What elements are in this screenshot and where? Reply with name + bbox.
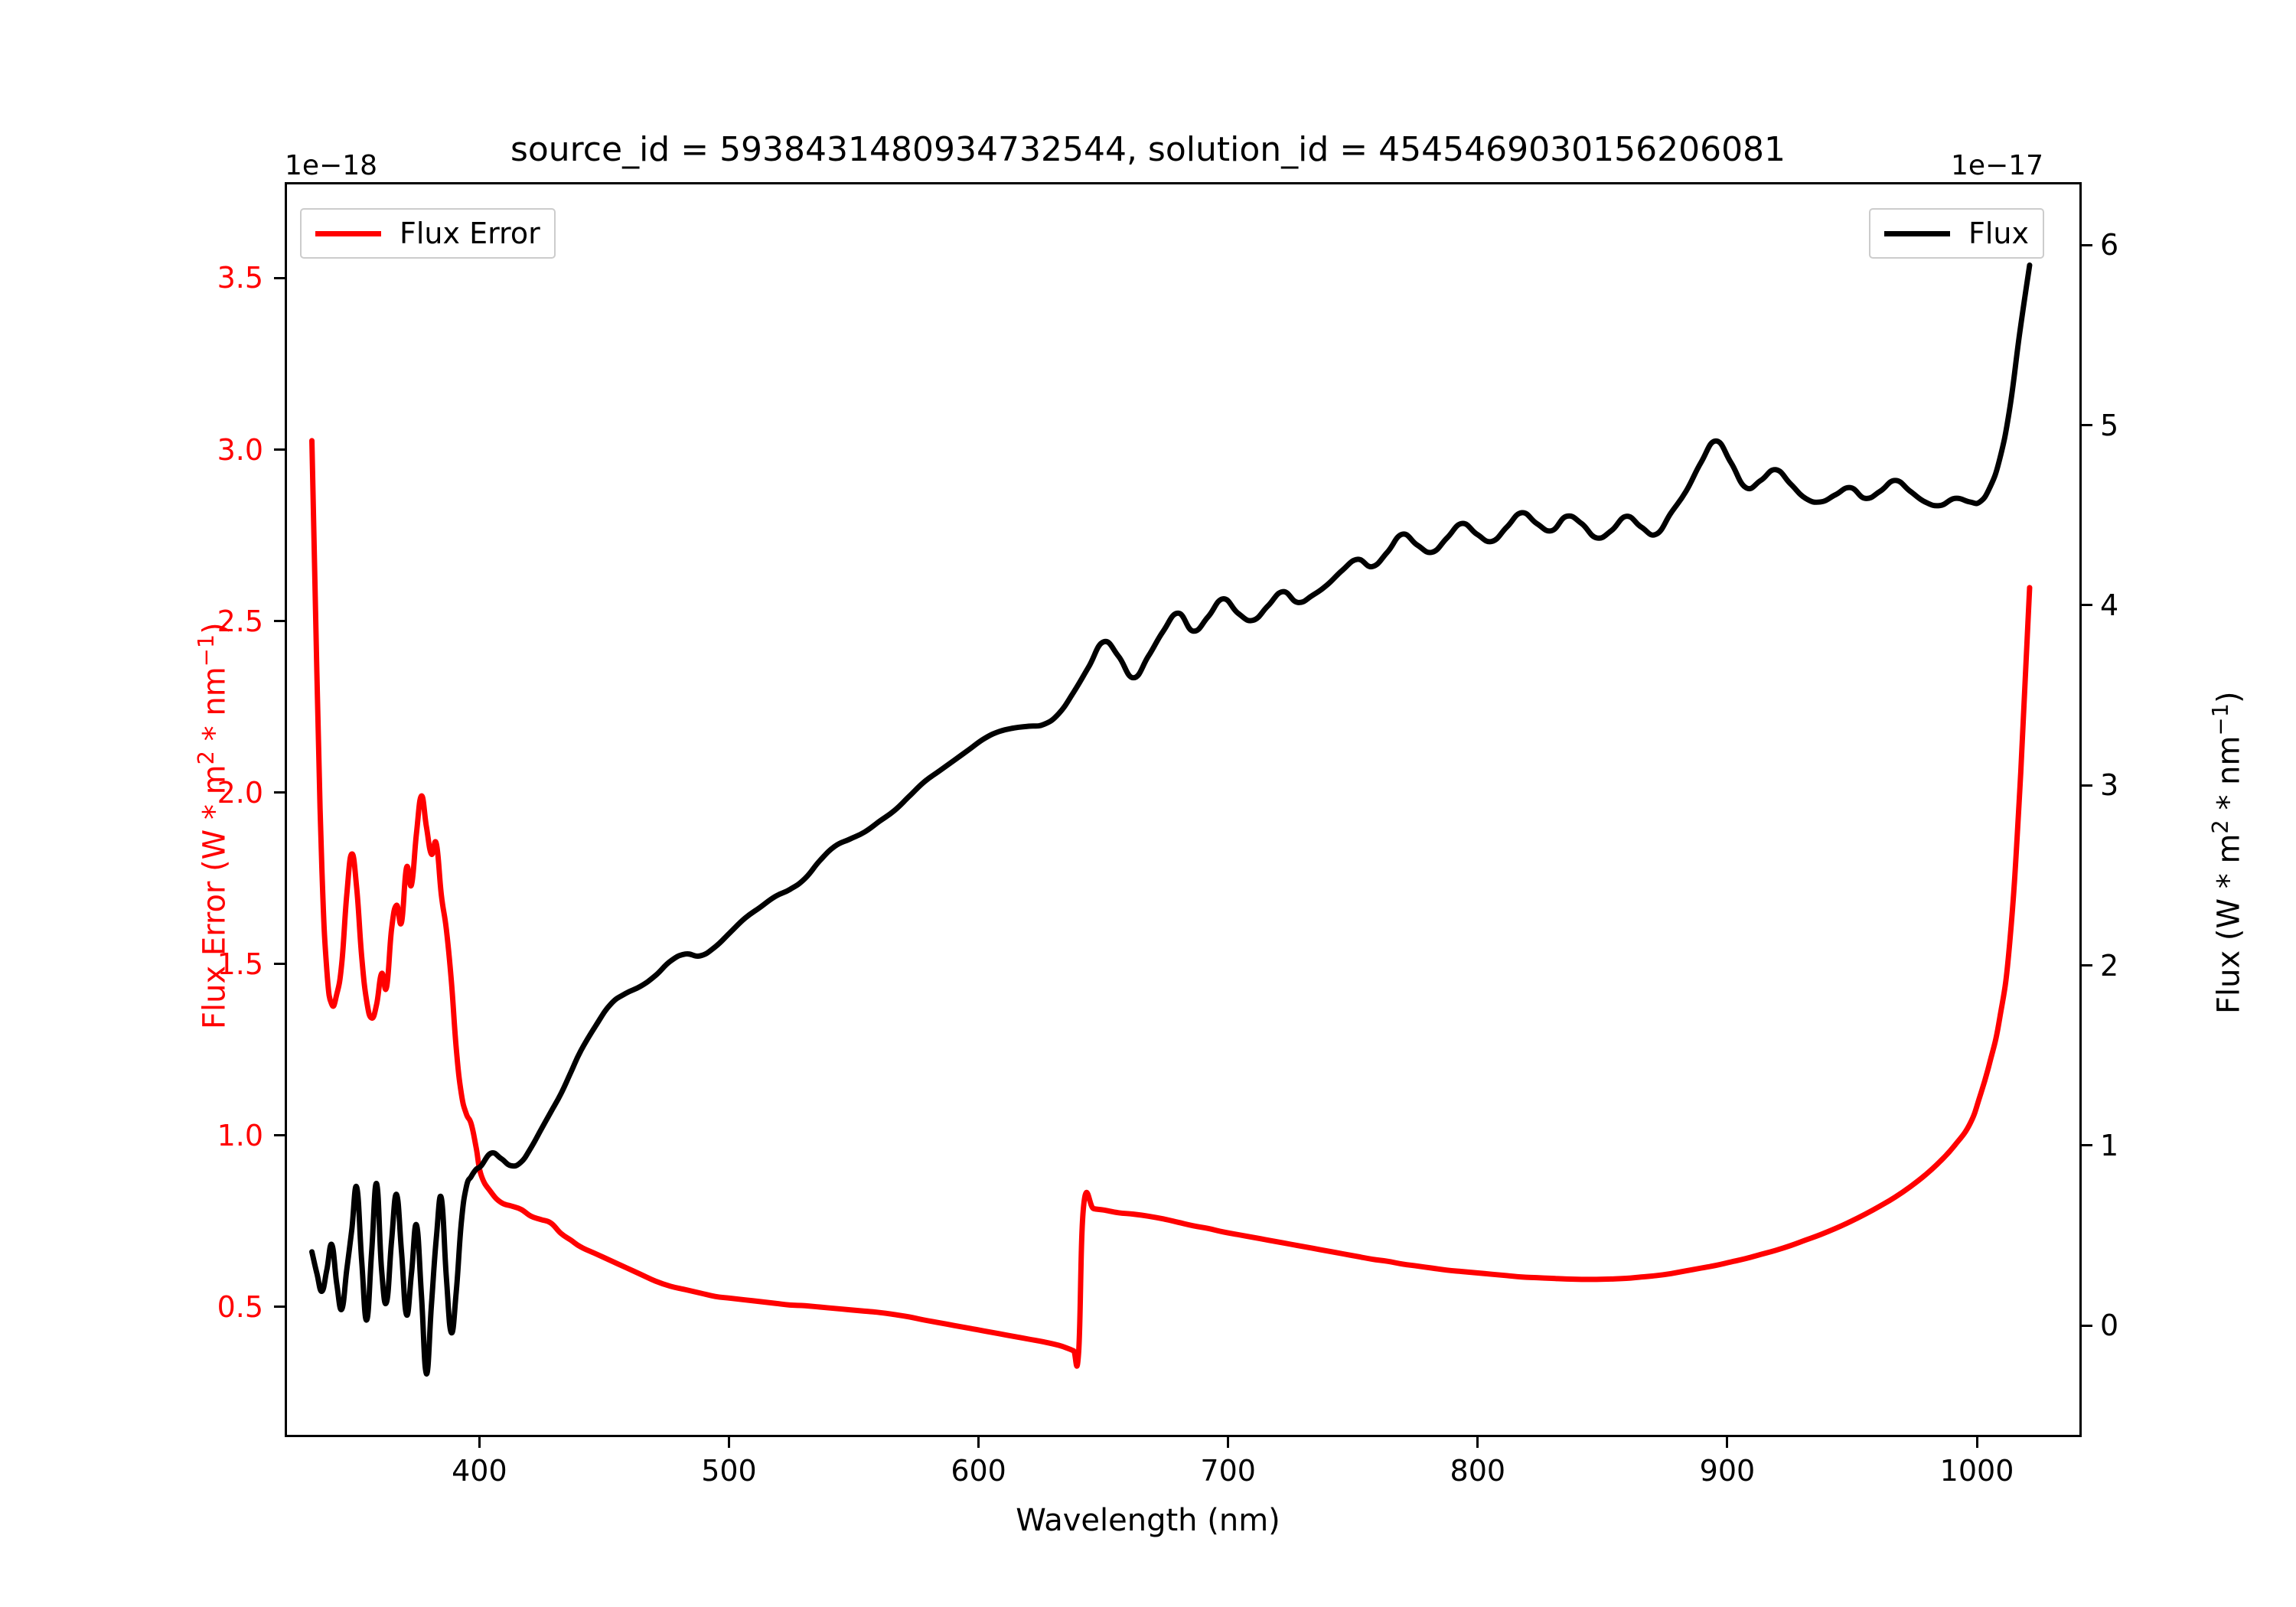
left-y-tick-label-4: 2.5: [217, 604, 263, 638]
page-title: source_id = 5938431480934732544, solutio…: [510, 130, 1786, 169]
x-tick-label-1000: 1000: [1939, 1454, 2014, 1488]
left-y-axis-label-sup1: 2: [193, 751, 219, 765]
x-tick-mark-400: [478, 1437, 481, 1448]
left-y-tick-label-6: 3.5: [217, 261, 263, 295]
right-y-axis-label-pre: Flux (W * m: [2211, 833, 2247, 1014]
x-tick-label-600: 600: [951, 1454, 1006, 1488]
x-axis-label-text: Wavelength (nm): [1016, 1503, 1280, 1538]
right-y-axis-label: Flux (W * m2 * nm−1): [2207, 691, 2246, 1014]
left-y-tick-mark-4: [274, 620, 285, 623]
right-y-tick-mark-2: [2082, 964, 2092, 967]
right-y-tick-label-4: 4: [2100, 588, 2119, 622]
right-y-axis-label-mid: * nm: [2211, 735, 2247, 820]
flux-legend-label: Flux: [1968, 217, 2029, 250]
x-axis-label: Wavelength (nm): [0, 1503, 2296, 1538]
legend-flux-error[interactable]: Flux Error: [300, 208, 556, 259]
right-y-tick-mark-4: [2082, 604, 2092, 607]
x-tick-label-800: 800: [1450, 1454, 1506, 1488]
left-y-tick-label-3: 2.0: [217, 775, 263, 810]
x-tick-label-400: 400: [452, 1454, 507, 1488]
x-tick-mark-500: [727, 1437, 730, 1448]
right-y-tick-mark-1: [2082, 1144, 2092, 1147]
flux-error-legend-label: Flux Error: [400, 217, 540, 250]
left-y-tick-mark-6: [274, 276, 285, 279]
left-y-tick-label-2: 1.5: [217, 947, 263, 981]
plot-area: [285, 182, 2082, 1437]
right-y-tick-mark-5: [2082, 424, 2092, 427]
left-y-tick-label-1: 1.0: [217, 1118, 263, 1152]
x-tick-mark-1000: [1975, 1437, 1978, 1448]
left-y-axis-label: Flux Error (W * m2 * nm−1): [193, 622, 232, 1029]
x-tick-mark-700: [1227, 1437, 1230, 1448]
left-y-tick-mark-5: [274, 448, 285, 451]
right-axis-offset-text: 1e−17: [1951, 150, 2044, 181]
flux-error-legend-swatch-icon: [315, 230, 381, 236]
right-y-tick-label-0: 0: [2100, 1309, 2119, 1343]
left-y-axis-label-mid: * nm: [197, 667, 233, 751]
right-y-tick-mark-3: [2082, 784, 2092, 787]
left-y-axis-label-sup2: −1: [193, 634, 219, 667]
right-y-axis-label-post: ): [2211, 691, 2247, 704]
right-y-tick-label-1: 1: [2100, 1128, 2119, 1162]
x-tick-mark-600: [977, 1437, 980, 1448]
x-tick-label-700: 700: [1200, 1454, 1256, 1488]
right-y-axis-label-sup1: 2: [2207, 820, 2233, 834]
right-y-tick-label-5: 5: [2100, 408, 2119, 442]
flux-error-line: [309, 438, 2033, 1369]
left-y-tick-label-0: 0.5: [217, 1289, 263, 1324]
legend-flux[interactable]: Flux: [1869, 208, 2044, 259]
flux-line: [309, 262, 2033, 1377]
right-y-tick-mark-6: [2082, 243, 2092, 246]
x-tick-label-500: 500: [701, 1454, 757, 1488]
left-y-tick-mark-2: [274, 963, 285, 966]
left-y-tick-mark-0: [274, 1305, 285, 1309]
x-tick-mark-900: [1726, 1437, 1729, 1448]
right-y-tick-label-2: 2: [2100, 948, 2119, 983]
flux-legend-swatch-icon: [1884, 230, 1950, 236]
right-y-tick-label-3: 3: [2100, 768, 2119, 803]
x-tick-label-900: 900: [1699, 1454, 1756, 1488]
left-y-tick-label-5: 3.0: [217, 432, 263, 467]
left-y-tick-mark-3: [274, 791, 285, 794]
right-y-axis-label-sup2: −1: [2207, 703, 2233, 736]
left-y-axis-label-post: ): [197, 622, 233, 634]
x-tick-mark-800: [1476, 1437, 1479, 1448]
right-y-tick-mark-0: [2082, 1324, 2092, 1327]
left-y-tick-mark-1: [274, 1134, 285, 1137]
left-axis-offset-text: 1e−18: [285, 150, 378, 181]
spectrum-plot: [309, 262, 2033, 1377]
right-y-tick-label-6: 6: [2100, 228, 2119, 262]
left-y-axis-label-pre: Flux Error (W * m: [197, 764, 233, 1029]
